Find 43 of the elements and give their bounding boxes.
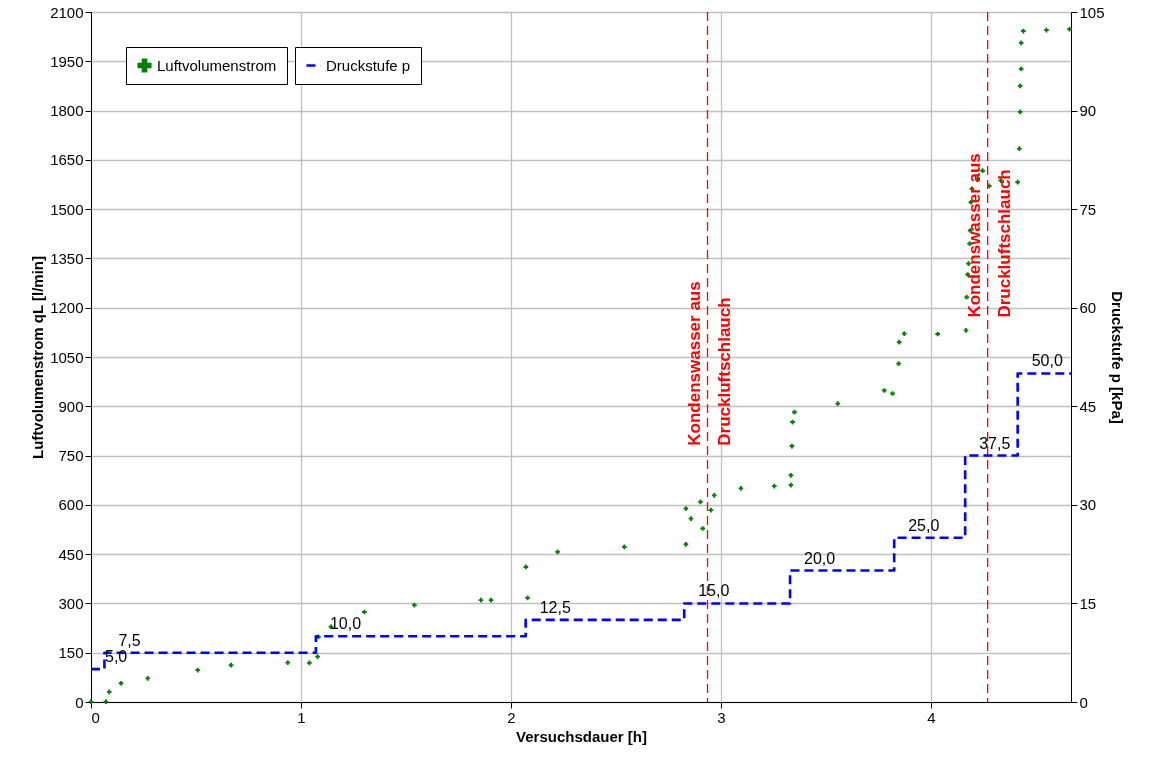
y2-tick-label: 0 — [1079, 693, 1088, 711]
y-axis-title: Luftvolumenstrom qL [l/min] — [29, 255, 47, 460]
x-tick-label: 2 — [507, 708, 516, 726]
y-tick-label: 750 — [58, 447, 84, 465]
y-tick-label: 1800 — [50, 102, 84, 120]
y-tick-label: 900 — [58, 397, 84, 415]
data-label: 25,0 — [908, 516, 940, 534]
y-tick-label: 1350 — [50, 249, 84, 267]
data-label: 50,0 — [1031, 352, 1063, 370]
y2-tick-label: 60 — [1079, 299, 1097, 317]
y2-tick-label: 90 — [1079, 102, 1097, 120]
x-tick-label: 0 — [91, 708, 100, 726]
x-axis-title: Versuchsdauer [h] — [516, 727, 647, 745]
y-tick-label: 2100 — [50, 3, 84, 21]
x-tick-label: 1 — [297, 708, 306, 726]
data-label: 10,0 — [329, 615, 362, 633]
annotation: Kondenswasser aus Druckluftschlauch — [964, 153, 1014, 318]
x-tick-label: 3 — [717, 708, 726, 726]
legend-label: Druckstufe p — [326, 56, 411, 74]
y2-tick-label: 30 — [1079, 496, 1097, 514]
annotation: Kondenswasser aus Druckluftschlauch — [684, 281, 734, 446]
y-tick-label: 1650 — [50, 151, 84, 169]
y-tick-label: 150 — [58, 644, 84, 662]
y2-tick-label: 105 — [1079, 3, 1105, 21]
data-label: 15,0 — [698, 582, 730, 600]
x-tick-label: 4 — [927, 708, 936, 726]
y-tick-label: 1200 — [50, 299, 84, 317]
y-tick-label: 600 — [58, 496, 84, 514]
data-label: 37,5 — [979, 434, 1011, 452]
y2-axis-title: Druckstufe p [kPa] — [1108, 291, 1126, 424]
y2-tick-label: 15 — [1079, 594, 1097, 612]
y-tick-label: 0 — [75, 693, 84, 711]
y-tick-label: 1500 — [50, 200, 84, 218]
y-tick-label: 1950 — [50, 52, 84, 70]
data-label: 12,5 — [539, 598, 571, 616]
data-label: 20,0 — [804, 549, 836, 567]
y2-tick-label: 45 — [1079, 397, 1097, 415]
y-tick-label: 450 — [58, 545, 84, 563]
y-tick-label: 300 — [58, 594, 84, 612]
y2-tick-label: 75 — [1079, 200, 1097, 218]
y-tick-label: 1050 — [50, 348, 84, 366]
data-label: 7,5 — [118, 631, 141, 649]
legend-label: Luftvolumenstrom — [157, 56, 277, 74]
